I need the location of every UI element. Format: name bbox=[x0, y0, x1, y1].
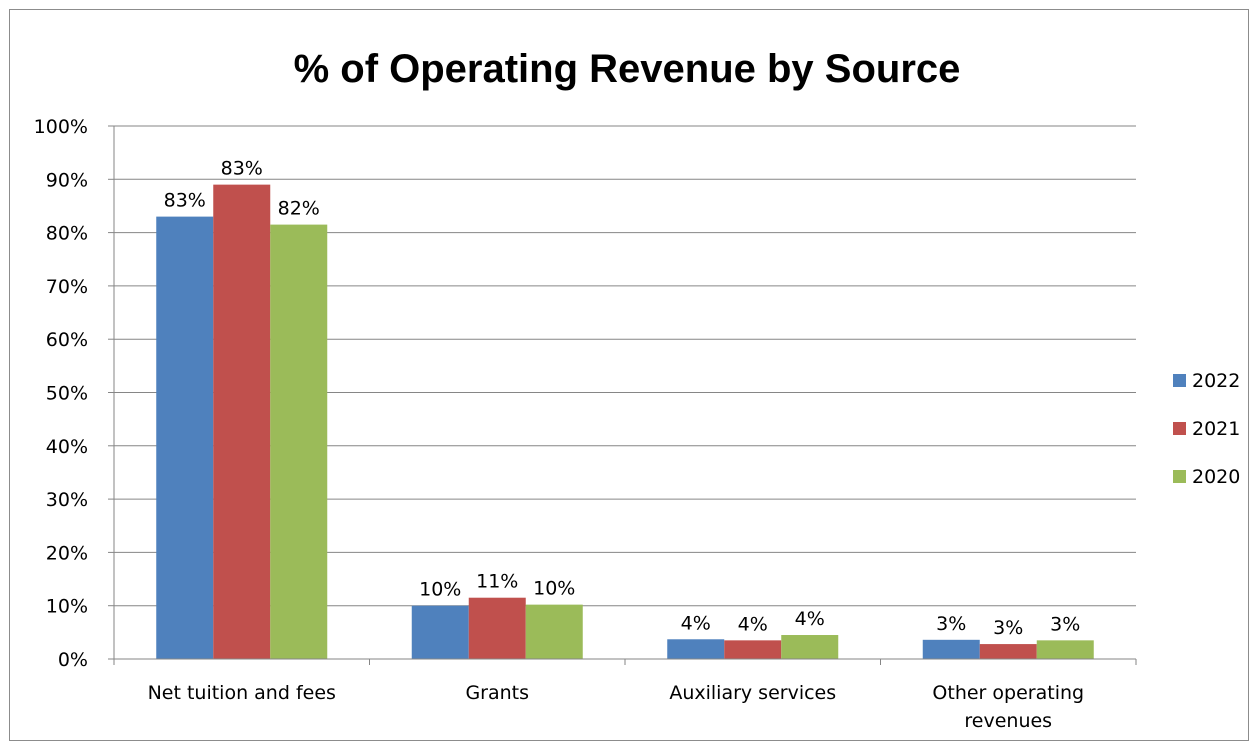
bar-2020 bbox=[270, 224, 328, 660]
bar-2021 bbox=[213, 184, 271, 659]
x-category-label: revenues bbox=[964, 710, 1052, 732]
legend-label-2021: 2021 bbox=[1192, 418, 1240, 440]
bars: 83% 83% 82% 10% 11% 10% 4% 4% 4% 3% 3% 3% bbox=[156, 158, 1094, 660]
bar-2022 bbox=[411, 605, 469, 659]
x-axis: Net tuition and fees Grants Auxiliary serv… bbox=[113, 658, 1137, 732]
y-tick-label: 10% bbox=[46, 596, 88, 618]
x-category-label: Auxiliary services bbox=[669, 682, 836, 704]
legend-swatch-2022 bbox=[1173, 374, 1186, 387]
bar-2021 bbox=[724, 640, 782, 659]
legend-swatch-2021 bbox=[1173, 422, 1186, 435]
legend: 2022 2021 2020 bbox=[1173, 370, 1240, 488]
y-tick-label: 30% bbox=[46, 489, 88, 511]
bar-2020 bbox=[1036, 640, 1094, 659]
data-label: 3% bbox=[993, 617, 1023, 639]
data-label: 4% bbox=[795, 608, 825, 630]
y-tick-label: 80% bbox=[46, 223, 88, 245]
bar-2022 bbox=[156, 216, 214, 660]
y-tick-label: 100% bbox=[34, 116, 88, 138]
data-label: 83% bbox=[164, 190, 206, 212]
legend-swatch-2020 bbox=[1173, 470, 1186, 483]
data-label: 4% bbox=[681, 612, 711, 634]
bar-2020 bbox=[781, 635, 839, 659]
y-tick-label: 0% bbox=[58, 649, 88, 671]
data-label: 4% bbox=[738, 613, 768, 635]
data-label: 10% bbox=[533, 578, 575, 600]
data-label: 83% bbox=[221, 158, 263, 180]
legend-label-2022: 2022 bbox=[1192, 370, 1240, 392]
bar-2022 bbox=[922, 639, 980, 659]
y-tick-label: 40% bbox=[46, 436, 88, 458]
legend-label-2020: 2020 bbox=[1192, 466, 1240, 488]
data-label: 3% bbox=[1050, 613, 1080, 635]
y-tick-label: 70% bbox=[46, 276, 88, 298]
bar-2022 bbox=[667, 639, 725, 659]
bar-2021 bbox=[979, 644, 1037, 659]
data-label: 82% bbox=[278, 198, 320, 220]
data-label: 10% bbox=[419, 579, 461, 601]
bar-2020 bbox=[525, 604, 583, 659]
x-category-label: Other operating bbox=[932, 682, 1084, 704]
data-label: 3% bbox=[936, 613, 966, 635]
bar-2021 bbox=[468, 597, 526, 659]
y-tick-label: 60% bbox=[46, 329, 88, 351]
y-tick-label: 20% bbox=[46, 542, 88, 564]
x-category-label: Net tuition and fees bbox=[148, 682, 336, 704]
data-label: 11% bbox=[476, 571, 518, 593]
x-category-label: Grants bbox=[465, 682, 529, 704]
y-tick-label: 90% bbox=[46, 169, 88, 191]
y-tick-label: 50% bbox=[46, 383, 88, 405]
y-axis: 0% 10% 20% 30% 40% 50% 60% 70% 80% 90% 100% bbox=[34, 116, 115, 671]
chart-title: % of Operating Revenue by Source bbox=[294, 47, 961, 91]
